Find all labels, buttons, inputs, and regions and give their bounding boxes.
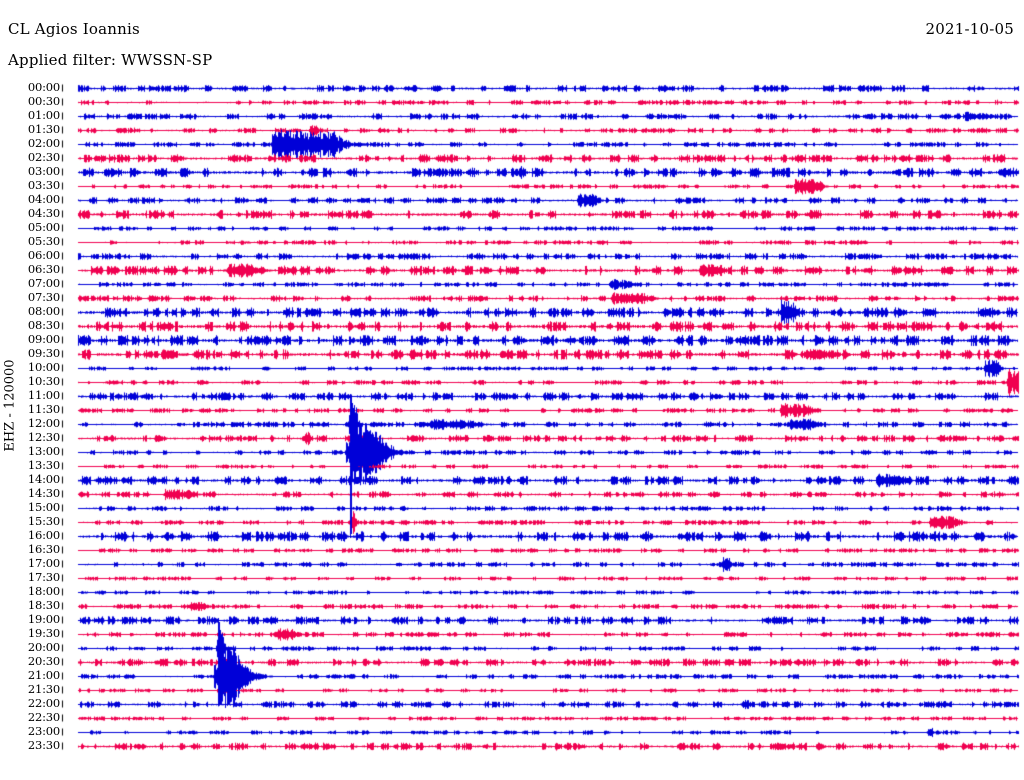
time-label: 11:30 <box>27 402 60 416</box>
time-axis-labels: 00:00 00:30 01:00 01:30 02:00 02:30 03:00 03:30… <box>0 0 60 780</box>
time-label: 18:30 <box>27 598 60 612</box>
time-label: 16:00 <box>27 528 60 542</box>
time-label: 05:00 <box>27 220 60 234</box>
time-label: 12:00 <box>27 416 60 430</box>
time-label: 06:00 <box>27 248 60 262</box>
time-label: 21:00 <box>27 668 60 682</box>
time-label: 19:30 <box>27 626 60 640</box>
time-label: 04:00 <box>27 192 60 206</box>
time-label: 08:30 <box>27 318 60 332</box>
time-label: 12:30 <box>27 430 60 444</box>
time-label: 01:00 <box>27 108 60 122</box>
time-label: 21:30 <box>27 682 60 696</box>
time-label: 07:30 <box>27 290 60 304</box>
time-label: 22:30 <box>27 710 60 724</box>
time-label: 16:30 <box>27 542 60 556</box>
time-label: 09:00 <box>27 332 60 346</box>
time-label: 17:00 <box>27 556 60 570</box>
time-label: 22:00 <box>27 696 60 710</box>
time-label: 07:00 <box>27 276 60 290</box>
time-label: 10:30 <box>27 374 60 388</box>
time-label: 00:00 <box>27 80 60 94</box>
time-label: 15:30 <box>27 514 60 528</box>
time-label: 01:30 <box>27 122 60 136</box>
time-label: 03:30 <box>27 178 60 192</box>
time-label: 06:30 <box>27 262 60 276</box>
time-label: 18:00 <box>27 584 60 598</box>
time-label: 02:00 <box>27 136 60 150</box>
time-label: 04:30 <box>27 206 60 220</box>
time-label: 13:00 <box>27 444 60 458</box>
time-label: 13:30 <box>27 458 60 472</box>
time-label: 14:00 <box>27 472 60 486</box>
time-label: 23:00 <box>27 724 60 738</box>
time-label: 05:30 <box>27 234 60 248</box>
time-label: 17:30 <box>27 570 60 584</box>
time-label: 03:00 <box>27 164 60 178</box>
time-label: 14:30 <box>27 486 60 500</box>
time-label: 02:30 <box>27 150 60 164</box>
time-label: 00:30 <box>27 94 60 108</box>
time-label: 15:00 <box>27 500 60 514</box>
time-label: 23:30 <box>27 738 60 752</box>
time-label: 08:00 <box>27 304 60 318</box>
time-label: 20:30 <box>27 654 60 668</box>
time-label: 11:00 <box>27 388 60 402</box>
time-label: 09:30 <box>27 346 60 360</box>
time-label: 20:00 <box>27 640 60 654</box>
time-label: 19:00 <box>27 612 60 626</box>
time-label: 10:00 <box>27 360 60 374</box>
